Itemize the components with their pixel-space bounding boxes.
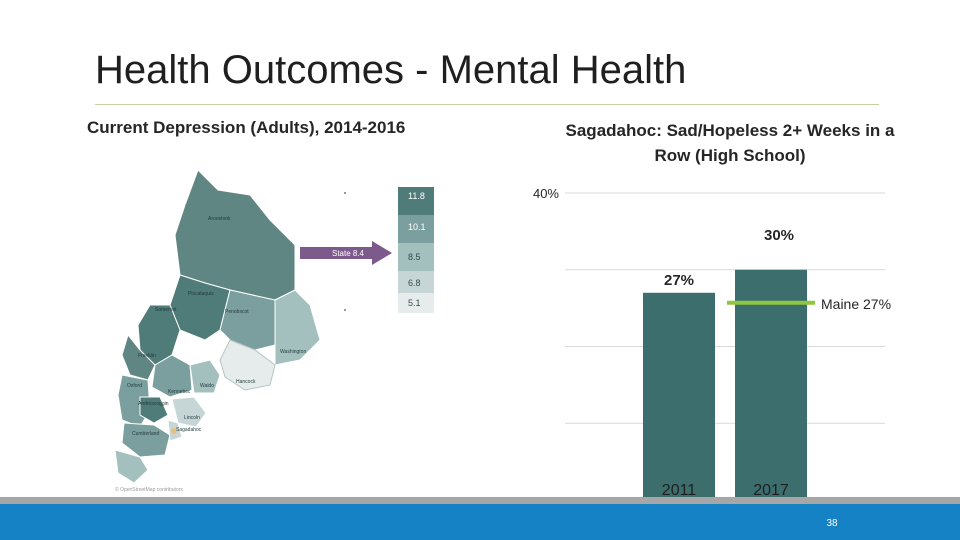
legend-swatch-2 xyxy=(398,215,434,243)
category-label-2017: 2017 xyxy=(753,482,789,499)
chart-heading: Sagadahoc: Sad/Hopeless 2+ Weeks in a Ro… xyxy=(565,121,895,165)
title-divider xyxy=(95,104,879,105)
county-label-somerset: Somerset xyxy=(155,307,177,313)
county-label-franklin: Franklin xyxy=(138,353,156,359)
county-york xyxy=(114,449,149,484)
footer-gray-band xyxy=(0,497,960,504)
data-label-2017: 30% xyxy=(764,227,794,244)
legend-swatch-4 xyxy=(398,271,434,293)
slide-title: Health Outcomes - Mental Health xyxy=(95,48,687,92)
sagadahoc-marker xyxy=(171,428,177,434)
data-label-2011: 27% xyxy=(664,272,694,289)
legend-value-1: 11.8 xyxy=(408,191,425,201)
legend-value-3: 8.5 xyxy=(408,252,421,262)
legend-swatch-5 xyxy=(398,293,434,313)
county-label-oxford: Oxford xyxy=(127,383,142,389)
county-label-lincoln: Lincoln xyxy=(184,415,200,421)
county-penobscot xyxy=(219,289,276,351)
county-lincoln xyxy=(171,396,207,428)
footer-blue-band xyxy=(0,504,960,540)
page-number: 38 xyxy=(826,518,838,529)
county-hancock xyxy=(219,339,276,391)
legend-swatch-1 xyxy=(398,187,434,215)
legend-value-5: 5.1 xyxy=(408,298,421,308)
y-tick-label: 40% xyxy=(533,186,559,201)
legend-tick xyxy=(344,309,346,311)
maine-reference-label: Maine 27% xyxy=(821,296,891,312)
legend-tick xyxy=(344,192,346,194)
state-callout-label: State 8.4 xyxy=(332,249,365,258)
bar-chart: 40% 27% 2011 30% 2017 Maine 27% xyxy=(520,175,920,505)
county-kennebec xyxy=(151,354,193,398)
legend-value-4: 6.8 xyxy=(408,278,421,288)
county-waldo xyxy=(189,359,221,394)
legend-swatch-3 xyxy=(398,243,434,271)
map-legend: 11.8 10.1 8.5 6.8 5.1 xyxy=(398,187,434,313)
county-label-waldo: Waldo xyxy=(200,383,214,389)
county-label-kennebec: Kennebec xyxy=(168,389,191,395)
bar-2011 xyxy=(643,292,715,500)
depression-map: Aroostook Piscataquis Somerset Penobscot… xyxy=(110,165,440,500)
maine-county-map: Aroostook Piscataquis Somerset Penobscot… xyxy=(114,169,434,493)
category-label-2011: 2011 xyxy=(662,482,697,499)
county-label-sagadahoc: Sagadahoc xyxy=(176,427,202,433)
county-label-hancock: Hancock xyxy=(236,379,256,385)
county-label-washington: Washington xyxy=(280,349,306,355)
county-androscoggin xyxy=(139,396,169,424)
legend-value-2: 10.1 xyxy=(408,222,426,232)
county-label-penobscot: Penobscot xyxy=(225,309,249,315)
map-heading: Current Depression (Adults), 2014-2016 xyxy=(87,118,406,137)
county-washington xyxy=(274,289,321,366)
state-callout-arrow xyxy=(300,241,392,265)
county-label-piscataquis: Piscataquis xyxy=(188,291,214,297)
county-cumberland xyxy=(121,422,171,458)
county-label-cumberland: Cumberland xyxy=(132,431,159,437)
bar-chart-svg: 40% 27% 2011 30% 2017 Maine 27% xyxy=(533,186,891,500)
county-label-androscoggin: Androscoggin xyxy=(138,401,169,407)
map-attribution: © OpenStreetMap contributors xyxy=(115,486,183,493)
county-label-aroostook: Aroostook xyxy=(208,216,231,222)
bar-2017 xyxy=(735,269,807,500)
